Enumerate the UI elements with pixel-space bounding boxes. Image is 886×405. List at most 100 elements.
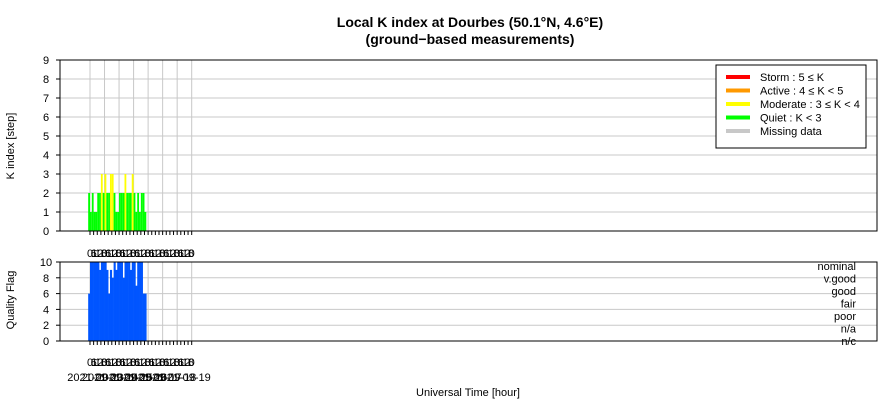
- k-index-y-axis-label: K index [step]: [5, 113, 17, 180]
- quality-level-label: nominal: [817, 261, 856, 273]
- k-index-x-tick-label: 0: [160, 248, 166, 260]
- quality-level-label: fair: [841, 299, 857, 311]
- k-index-bar: [128, 193, 130, 231]
- quality-flag-bars: [88, 262, 147, 341]
- quality-flag-y-tick-label: 4: [43, 304, 49, 316]
- k-index-bar: [139, 212, 141, 231]
- quality-level-label: n/a: [841, 324, 857, 336]
- k-index-x-tick-label: 6: [134, 248, 140, 260]
- k-index-bar: [97, 193, 100, 231]
- quality-flag-x-tick-label: 12: [120, 357, 132, 369]
- k-index-x-tick-label: 6: [163, 248, 169, 260]
- quality-flag-x-tick-label: 18: [109, 357, 121, 369]
- k-index-x-tick-label: 6: [178, 248, 184, 260]
- k-index-bar: [99, 193, 101, 231]
- k-index-y-ticks: 0 1 2 3 4 5 6 7 8 9: [43, 55, 60, 238]
- k-index-x-tick-label: 18: [153, 248, 165, 260]
- k-index-x-tick-label: 0: [174, 248, 180, 260]
- k-index-x-tick-label: 18: [95, 248, 107, 260]
- k-index-bar: [133, 193, 136, 231]
- k-index-x-tick-label: 12: [164, 248, 176, 260]
- quality-flag-y-tick-label: 0: [43, 336, 49, 348]
- quality-flag-x-tick-label: 12: [91, 357, 103, 369]
- k-index-bar: [124, 174, 127, 231]
- quality-level-label: poor: [834, 311, 856, 323]
- x-axis-label: Universal Time [hour]: [416, 387, 520, 399]
- k-index-x-tick-label: 12: [106, 248, 118, 260]
- quality-flag-y-tick-label: 8: [43, 273, 49, 285]
- quality-flag-x-tick-label: 6: [149, 357, 155, 369]
- k-index-y-tick-label: 1: [43, 207, 49, 219]
- k-index-bar: [88, 193, 90, 231]
- quality-flag-bar: [129, 269, 133, 341]
- quality-flag-x-tick-label: 6: [163, 357, 169, 369]
- quality-flag-y-tick-label: 10: [40, 257, 52, 269]
- k-index-x-tick-label: 6: [105, 248, 111, 260]
- k-index-y-tick-label: 9: [43, 55, 49, 67]
- legend-label: Quiet : K < 3: [760, 113, 821, 125]
- k-index-x-tick-label: 6: [149, 248, 155, 260]
- quality-flag-bar: [126, 262, 129, 341]
- quality-flag-x-tick-label: 6: [134, 357, 140, 369]
- k-index-bar: [115, 212, 118, 231]
- k-index-bar: [106, 193, 109, 231]
- quality-flag-x-tick-label: 0: [174, 357, 180, 369]
- k-index-x-tick-label: 12: [135, 248, 147, 260]
- quality-flag-bar: [90, 262, 93, 341]
- k-index-bar: [102, 193, 105, 231]
- quality-flag-x-tick-label: 6: [120, 357, 126, 369]
- legend-label: Storm : 5 ≤ K: [760, 72, 825, 84]
- k-index-bar: [90, 212, 92, 231]
- quality-flag-x-tick-label: 18: [124, 357, 136, 369]
- k-index-bar: [91, 193, 94, 231]
- chart-title: Local K index at Dourbes (50.1°N, 4.6°E): [337, 14, 603, 30]
- k-index-bar: [131, 174, 134, 231]
- quality-flag-x-tick-label: 12: [164, 357, 176, 369]
- quality-flag-x-tick-label: 0: [189, 357, 195, 369]
- legend-label: Missing data: [760, 126, 823, 138]
- quality-flag-gridlines: [60, 261, 877, 342]
- k-index-bars: [88, 174, 147, 231]
- quality-flag-bar: [144, 293, 147, 341]
- quality-flag-y-axis-label: Quality Flag: [5, 271, 17, 330]
- k-index-bar: [93, 212, 96, 231]
- quality-flag-y-tick-label: 2: [43, 320, 49, 332]
- quality-flag-x-tick-label: 6: [91, 357, 97, 369]
- date-label: 2021-09-15: [96, 372, 152, 384]
- quality-flag-x-tick-label: 18: [153, 357, 165, 369]
- k-index-x-tick-label: 12: [149, 248, 161, 260]
- quality-flag-bar: [97, 262, 100, 341]
- k-index-bar: [129, 193, 132, 231]
- k-index-x-ticks: 0612180612180612180612180612180612180612…: [87, 231, 195, 260]
- k-index-bar: [140, 193, 143, 231]
- k-index-x-tick-label: 18: [124, 248, 136, 260]
- k-index-bar: [111, 174, 114, 231]
- k-index-bar: [108, 193, 110, 231]
- quality-flag-x-tick-label: 0: [145, 357, 151, 369]
- quality-flag-bar: [131, 262, 134, 341]
- quality-flag-bar: [135, 285, 138, 341]
- quality-flag-x-tick-label: 0: [160, 357, 166, 369]
- quality-flag-bar: [115, 269, 118, 341]
- quality-flag-bar: [104, 262, 107, 341]
- quality-flag-x-tick-label: 18: [138, 357, 150, 369]
- k-index-bar: [137, 193, 140, 231]
- quality-flag-bar: [113, 262, 116, 341]
- quality-flag-bar: [91, 262, 94, 341]
- k-index-y-tick-label: 8: [43, 74, 49, 86]
- quality-flag-bar: [120, 262, 123, 341]
- k-index-x-tick-label: 12: [178, 248, 190, 260]
- k-index-y-tick-label: 5: [43, 131, 49, 143]
- k-index-y-tick-label: 7: [43, 93, 49, 105]
- quality-flag-x-tick-label: 18: [95, 357, 107, 369]
- k-index-bar: [113, 193, 116, 231]
- k-index-x-tick-label: 12: [120, 248, 132, 260]
- k-index-x-tick-label: 6: [91, 248, 97, 260]
- k-index-x-tick-label: 12: [91, 248, 103, 260]
- k-index-y-tick-label: 4: [43, 150, 49, 162]
- k-index-bar: [144, 212, 147, 231]
- quality-flag-bar: [117, 262, 120, 341]
- k-index-bar: [100, 174, 103, 231]
- k-index-y-tick-label: 6: [43, 112, 49, 124]
